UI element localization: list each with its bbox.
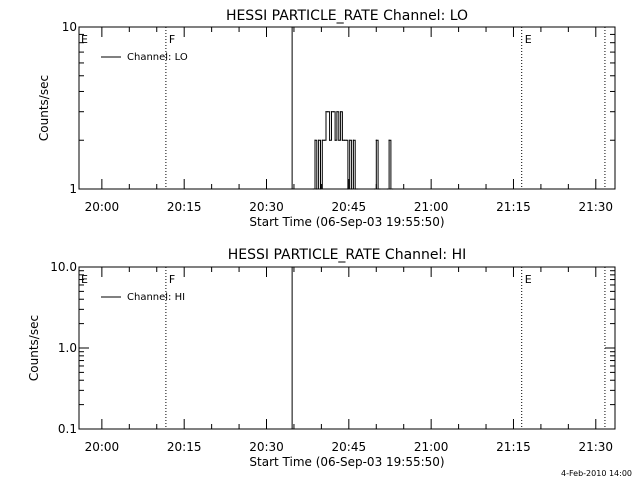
y-axis-label: Counts/sec <box>27 315 41 381</box>
y-tick-label: 10 <box>62 20 77 34</box>
data-point <box>339 111 342 113</box>
data-point <box>392 188 394 190</box>
data-point <box>349 139 351 141</box>
data-point <box>312 188 314 190</box>
y-tick-label: 1 <box>69 182 77 196</box>
series-line <box>313 111 393 190</box>
plot-frame <box>78 26 616 190</box>
data-point <box>338 139 340 141</box>
data-point <box>325 111 327 113</box>
x-tick-label: 20:00 <box>85 440 120 454</box>
x-tick-label: 20:45 <box>332 440 367 454</box>
data-point <box>330 111 333 113</box>
y-tick-label: 1.0 <box>58 341 77 355</box>
data-point <box>314 139 316 141</box>
x-tick-label: 20:15 <box>167 440 202 454</box>
x-axis-label: Start Time (06-Sep-03 19:55:50) <box>249 455 444 469</box>
data-point <box>379 188 381 190</box>
footer-timestamp: 4-Feb-2010 14:00 <box>561 469 632 478</box>
data-point <box>336 111 338 113</box>
data-point <box>334 139 336 141</box>
legend-entry: Channel: HI <box>127 292 185 303</box>
data-point <box>347 188 349 190</box>
x-axis-label: Start Time (06-Sep-03 19:55:50) <box>249 215 444 229</box>
x-tick-label: 20:00 <box>85 200 120 214</box>
x-tick-label: 20:30 <box>249 200 284 214</box>
x-tick-label: 20:45 <box>332 200 367 214</box>
data-point <box>345 139 347 141</box>
event-marker-label: F <box>169 33 175 46</box>
x-tick-label: 20:15 <box>167 200 202 214</box>
event-marker-label: E <box>525 273 532 286</box>
data-point <box>388 139 390 141</box>
data-point <box>332 111 334 113</box>
data-point <box>341 139 344 141</box>
chart-panel-2: HESSI PARTICLE_RATE Channel: HI 20:00 20:1… <box>27 247 616 469</box>
y-tick-label: 10.0 <box>50 260 77 274</box>
data-point <box>343 139 345 141</box>
data-point <box>350 188 353 190</box>
x-tick-label: 21:15 <box>496 440 531 454</box>
data-point <box>352 139 355 141</box>
legend-entry: Channel: LO <box>127 52 188 63</box>
data-point <box>316 188 318 190</box>
data-point <box>319 188 322 190</box>
event-marker-label: F <box>169 273 175 286</box>
data-point <box>354 188 356 190</box>
x-tick-label: 21:00 <box>414 200 449 214</box>
chart-title: HESSI PARTICLE_RATE Channel: LO <box>226 8 468 24</box>
event-marker-label: E <box>525 33 532 46</box>
x-tick-label: 21:30 <box>578 440 613 454</box>
y-tick-label: 0.1 <box>58 422 77 436</box>
data-point <box>318 139 320 141</box>
data-point <box>377 188 379 190</box>
chart-title: HESSI PARTICLE_RATE Channel: HI <box>228 247 466 263</box>
data-point <box>386 188 388 190</box>
data-point <box>390 188 392 190</box>
data-point <box>329 139 331 141</box>
x-tick-label: 20:30 <box>249 440 284 454</box>
x-tick-label: 21:00 <box>414 440 449 454</box>
data-point <box>327 111 329 113</box>
chart-panel-1: HESSI PARTICLE_RATE Channel: LO 20:00 20:1… <box>37 8 616 229</box>
corner-marker-label: E <box>81 33 88 46</box>
data-point <box>356 188 358 190</box>
data-point <box>373 188 376 190</box>
y-axis-label: Counts/sec <box>37 75 51 141</box>
data-point <box>323 139 325 141</box>
data-point <box>321 139 323 141</box>
corner-marker-label: E <box>81 273 88 286</box>
x-tick-label: 21:15 <box>496 200 531 214</box>
data-point <box>375 139 377 141</box>
x-tick-label: 21:30 <box>578 200 613 214</box>
